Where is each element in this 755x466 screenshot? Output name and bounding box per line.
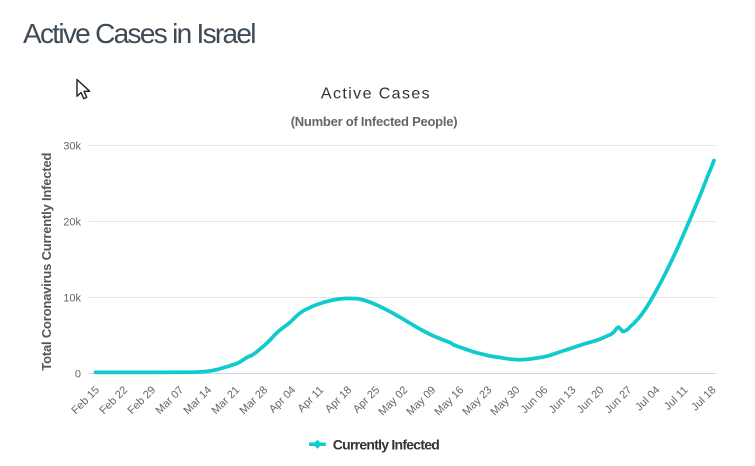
svg-text:Currently Infected: Currently Infected — [333, 437, 439, 453]
svg-text:Active Cases in Israel: Active Cases in Israel — [23, 18, 255, 49]
svg-text:Apr 18: Apr 18 — [323, 384, 354, 415]
svg-text:Mar 28: Mar 28 — [238, 384, 271, 417]
svg-text:10k: 10k — [63, 293, 81, 305]
svg-text:Jul 11: Jul 11 — [662, 384, 691, 413]
svg-text:May 30: May 30 — [488, 384, 522, 418]
svg-text:Jun 13: Jun 13 — [547, 384, 579, 416]
svg-text:Apr 04: Apr 04 — [267, 384, 298, 415]
svg-text:Jun 20: Jun 20 — [575, 384, 607, 416]
svg-text:Mar 21: Mar 21 — [210, 384, 243, 417]
svg-text:30k: 30k — [63, 141, 81, 153]
svg-text:(Number of Infected People): (Number of Infected People) — [291, 114, 458, 129]
svg-text:Jul 18: Jul 18 — [689, 384, 718, 413]
svg-text:May 02: May 02 — [376, 384, 410, 418]
svg-text:Mar 14: Mar 14 — [181, 384, 214, 417]
svg-text:May 23: May 23 — [460, 384, 494, 418]
svg-text:20k: 20k — [63, 217, 81, 229]
svg-text:Feb 15: Feb 15 — [69, 384, 102, 417]
svg-text:Feb 22: Feb 22 — [97, 384, 130, 417]
svg-text:May 09: May 09 — [404, 384, 438, 418]
svg-text:Apr 11: Apr 11 — [295, 384, 326, 415]
svg-text:Active Cases: Active Cases — [321, 86, 431, 103]
svg-text:May 16: May 16 — [432, 384, 466, 418]
svg-text:Jun 27: Jun 27 — [603, 384, 635, 416]
svg-text:Total Coronavirus Currently In: Total Coronavirus Currently Infected — [39, 152, 54, 370]
svg-text:Jul 04: Jul 04 — [633, 384, 662, 413]
svg-text:Mar 07: Mar 07 — [153, 384, 186, 417]
svg-text:Feb 29: Feb 29 — [125, 384, 158, 417]
svg-text:Jun 06: Jun 06 — [519, 384, 551, 416]
svg-text:0: 0 — [75, 369, 81, 381]
